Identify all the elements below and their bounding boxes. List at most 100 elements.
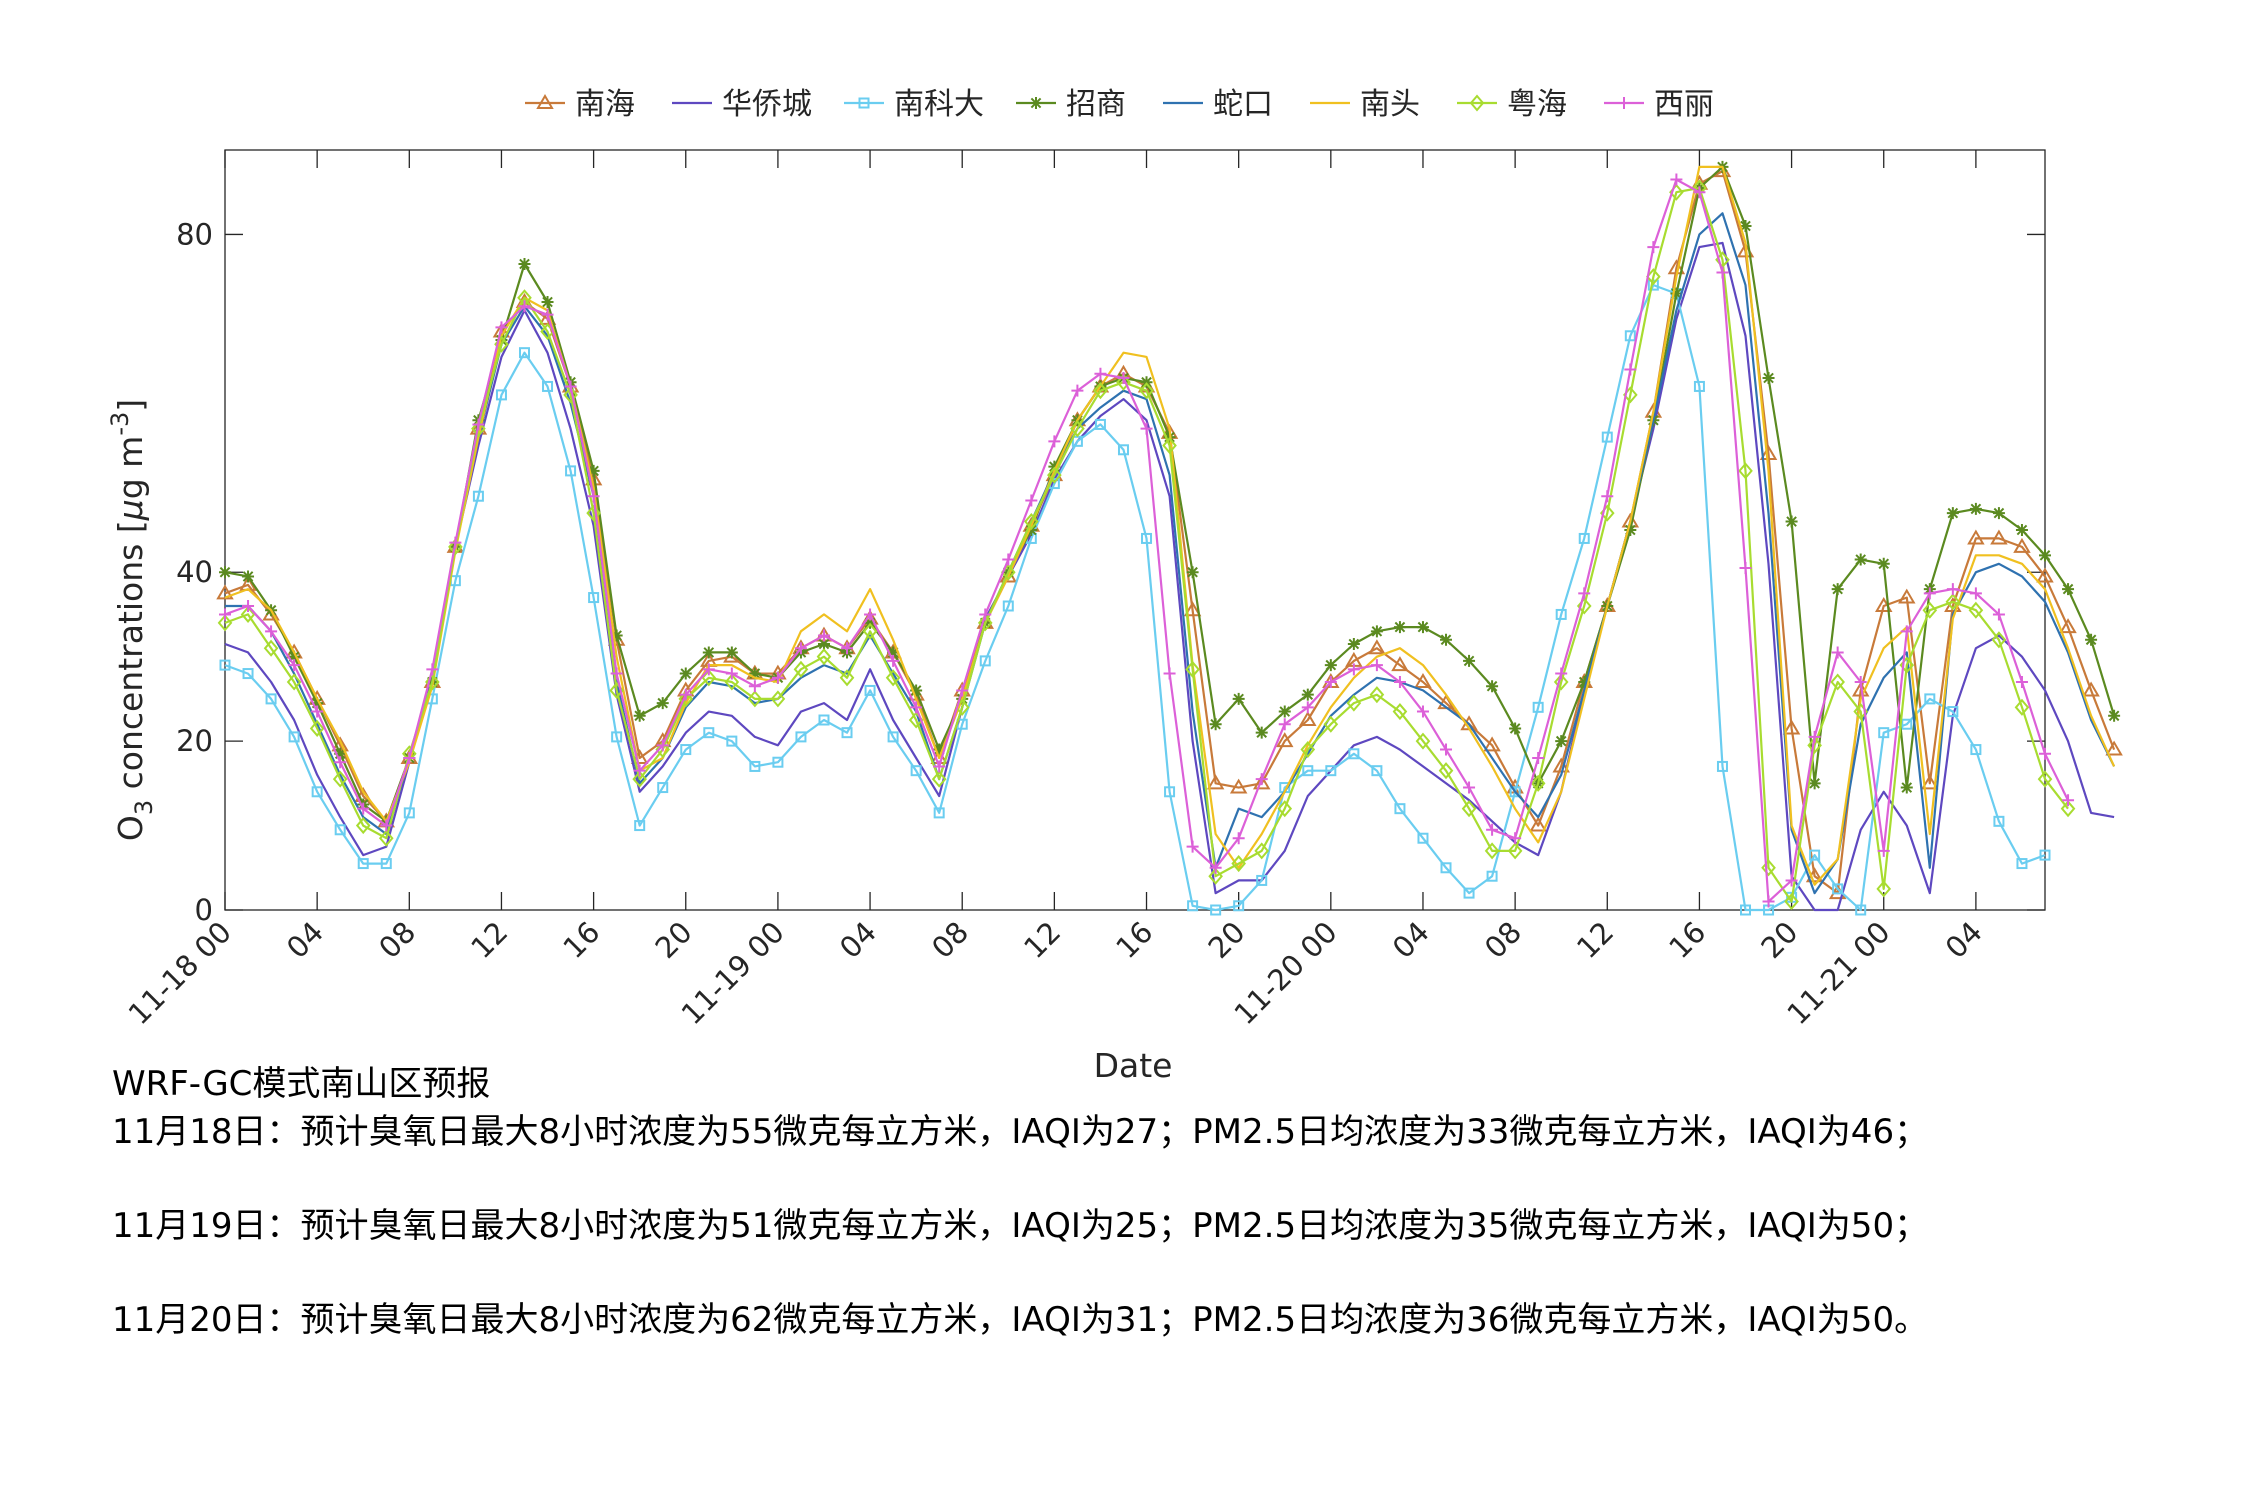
data-point xyxy=(1415,732,1431,750)
data-point xyxy=(471,420,486,438)
data-point xyxy=(380,819,393,832)
data-point xyxy=(887,654,900,667)
data-point xyxy=(588,592,600,604)
data-point xyxy=(1618,97,1630,109)
y-axis-title-superscript: -3 xyxy=(106,412,134,436)
data-point xyxy=(656,739,669,752)
data-point xyxy=(701,669,717,687)
x-tick-label: 20 xyxy=(649,915,699,965)
data-point xyxy=(1162,437,1177,455)
data-point xyxy=(702,646,715,659)
data-point xyxy=(1391,656,1409,672)
data-point xyxy=(702,663,715,676)
data-point xyxy=(1463,781,1476,794)
data-point xyxy=(1256,874,1268,886)
data-point xyxy=(1484,842,1500,860)
data-point xyxy=(885,669,901,687)
data-point xyxy=(610,629,623,642)
data-point xyxy=(1507,842,1523,860)
data-point xyxy=(979,608,992,621)
legend-item-7: 西丽 xyxy=(1604,87,1714,122)
data-point xyxy=(724,673,740,691)
forecast-caption: WRF-GC模式南山区预报 11月18日：预计臭氧日最大8小时浓度为55微克每立… xyxy=(112,1060,2212,1390)
data-point xyxy=(858,97,870,109)
data-point xyxy=(1024,513,1039,531)
y-axis-title-prefix: O xyxy=(111,815,150,841)
y-axis-title-unit: g m xyxy=(111,436,150,500)
data-point xyxy=(1970,744,1982,756)
data-point xyxy=(1945,593,1961,611)
data-point xyxy=(794,642,807,655)
data-point xyxy=(633,764,646,777)
data-point xyxy=(1509,786,1521,798)
legend-label: 南海 xyxy=(575,87,635,122)
data-point xyxy=(818,714,830,726)
data-point xyxy=(357,858,369,870)
data-point xyxy=(749,760,761,772)
series-line xyxy=(224,241,2115,912)
data-point xyxy=(586,504,601,522)
data-point xyxy=(1991,631,2007,649)
data-point xyxy=(633,709,646,722)
data-point xyxy=(216,584,234,600)
legend-label: 蛇口 xyxy=(1213,87,1273,122)
data-point xyxy=(2039,549,2051,562)
data-point xyxy=(1784,893,1799,911)
data-point xyxy=(1252,774,1271,790)
caption-title: WRF-GC模式南山区预报 xyxy=(112,1064,491,1104)
data-point xyxy=(1532,752,1545,764)
data-point xyxy=(1209,718,1222,731)
data-point xyxy=(2014,698,2030,716)
data-point xyxy=(495,389,507,401)
data-point xyxy=(864,608,877,621)
data-point xyxy=(910,684,923,697)
legend-item-0: 南海 xyxy=(525,87,635,122)
data-point xyxy=(1578,676,1591,688)
data-point xyxy=(1898,588,1916,604)
data-point xyxy=(1509,722,1522,735)
data-point xyxy=(1716,760,1728,772)
data-point xyxy=(1486,823,1499,836)
y-tick-label: 80 xyxy=(176,217,213,251)
data-point xyxy=(1946,583,1959,596)
data-point xyxy=(1371,765,1383,777)
data-point xyxy=(518,300,531,313)
data-point xyxy=(910,701,923,714)
data-point xyxy=(2082,681,2100,697)
data-point xyxy=(1301,688,1314,701)
data-point xyxy=(2105,740,2123,756)
y-axis-title-mu: μ xyxy=(111,499,150,521)
data-point xyxy=(1830,673,1845,691)
data-point xyxy=(1759,445,1778,460)
data-point xyxy=(587,490,600,503)
data-point xyxy=(771,671,784,684)
x-tick-label: 20 xyxy=(1201,915,1251,965)
data-point xyxy=(334,756,347,769)
series-7 xyxy=(219,173,2075,908)
x-tick-label: 12 xyxy=(464,915,514,965)
data-point xyxy=(1782,719,1801,735)
x-tick-label: 04 xyxy=(833,915,883,965)
data-point xyxy=(1048,435,1061,448)
data-point xyxy=(1140,422,1153,435)
data-point xyxy=(311,786,323,798)
data-point xyxy=(1855,904,1867,916)
data-point xyxy=(1299,711,1317,726)
data-point xyxy=(217,614,233,632)
data-point xyxy=(1553,673,1569,691)
data-point xyxy=(1393,676,1406,688)
data-point xyxy=(2015,524,2028,536)
data-point xyxy=(1186,840,1199,853)
data-point xyxy=(1530,774,1546,792)
data-point xyxy=(1325,765,1337,777)
y-tick-label: 20 xyxy=(176,724,213,758)
data-point xyxy=(1807,736,1822,754)
data-point xyxy=(1831,646,1844,659)
data-point xyxy=(1532,701,1544,713)
legend: 南海 华侨城 南科大 招商 蛇口 南头 粤海 西丽 xyxy=(525,87,1714,122)
data-point xyxy=(1921,774,1939,790)
data-point xyxy=(1414,673,1432,688)
data-point xyxy=(2039,849,2051,861)
x-tick-label: 20 xyxy=(1754,915,1804,965)
